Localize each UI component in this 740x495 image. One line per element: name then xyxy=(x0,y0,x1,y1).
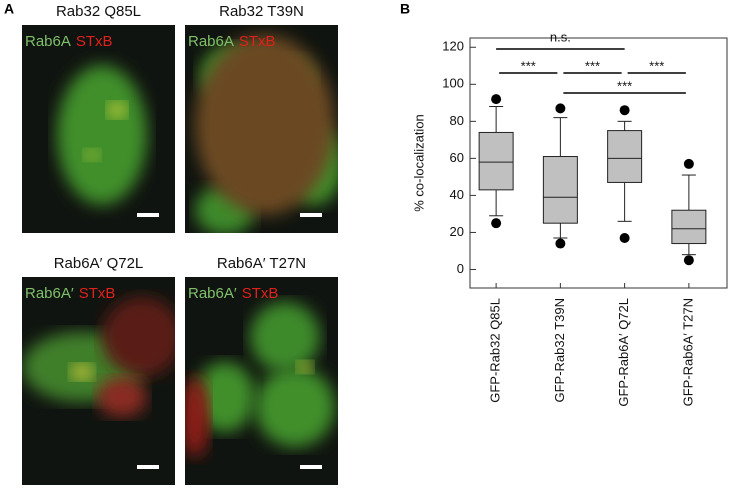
outlier xyxy=(555,238,566,249)
image-title: Rab32 T39N xyxy=(219,3,304,20)
significance-label: *** xyxy=(649,58,664,73)
outlier xyxy=(683,158,694,169)
micrographs: Rab32 Q85L Rab6A STxB Rab32 T39N Rab6A STxB Ra… xyxy=(22,3,338,485)
box xyxy=(671,209,707,245)
scale-bar xyxy=(137,213,159,217)
scale-bar xyxy=(300,465,322,469)
outlier xyxy=(555,103,566,114)
y-tick-label: 0 xyxy=(457,261,464,276)
cells xyxy=(185,302,335,457)
cell xyxy=(102,297,175,377)
outlier xyxy=(491,94,502,105)
outlier xyxy=(491,218,502,229)
x-tick-label: GFP-Rab32 Q85L xyxy=(488,298,503,403)
box xyxy=(478,131,514,191)
cell xyxy=(250,302,320,372)
cell xyxy=(195,362,255,432)
cell xyxy=(70,364,94,380)
significance-label: *** xyxy=(617,78,632,93)
outlier xyxy=(683,255,694,266)
box xyxy=(607,130,643,183)
box xyxy=(542,156,578,224)
y-tick-label: 20 xyxy=(450,224,464,239)
channel-label: Rab6A xyxy=(188,33,234,50)
cell xyxy=(255,367,335,447)
plot-frame xyxy=(469,37,728,289)
cell xyxy=(297,361,313,373)
y-tick-label: 40 xyxy=(450,187,464,202)
cell xyxy=(84,149,100,161)
y-axis-label: % co-localization xyxy=(411,114,426,212)
cell xyxy=(57,65,147,205)
cells xyxy=(57,65,147,205)
channel-label: STxB xyxy=(239,33,276,50)
x-tick-label: GFP-Rab6A′ Q72L xyxy=(616,298,631,407)
cell xyxy=(107,102,127,118)
panel-label: A xyxy=(4,1,14,17)
channel-label: STxB xyxy=(79,285,116,302)
channel-label: STxB xyxy=(242,285,279,302)
y-tick-label: 100 xyxy=(442,76,464,91)
outlier xyxy=(619,233,630,243)
x-tick-label: GFP-Rab6A′ T27N xyxy=(680,298,695,406)
image-title: Rab6A′ Q72L xyxy=(54,255,144,272)
cell xyxy=(185,377,210,457)
significance-label: *** xyxy=(521,58,536,73)
channel-label: Rab6A′ xyxy=(25,285,74,302)
channel-label: STxB xyxy=(76,33,113,50)
image-title: Rab32 Q85L xyxy=(56,3,141,20)
outlier xyxy=(619,105,630,116)
cell xyxy=(97,377,147,417)
image-title: Rab6A′ T27N xyxy=(217,255,306,272)
significance-label: n.s. xyxy=(550,29,571,44)
channel-label: Rab6A′ xyxy=(188,285,237,302)
x-tick-label: GFP-Rab32 T39N xyxy=(552,298,567,403)
scale-bar xyxy=(137,465,159,469)
channel-label: Rab6A xyxy=(25,33,71,50)
scale-bar xyxy=(300,213,322,217)
cells xyxy=(22,297,175,417)
significance-label: *** xyxy=(585,58,600,73)
y-tick-label: 60 xyxy=(450,150,464,165)
box-plot: 0 20 40 60 80 100 120 % co-localization GFP-Rab3… xyxy=(411,29,728,407)
cell xyxy=(195,35,335,215)
panel-label: B xyxy=(400,1,410,17)
y-tick-label: 120 xyxy=(442,39,464,54)
y-tick-label: 80 xyxy=(450,113,464,128)
cells xyxy=(195,35,338,233)
